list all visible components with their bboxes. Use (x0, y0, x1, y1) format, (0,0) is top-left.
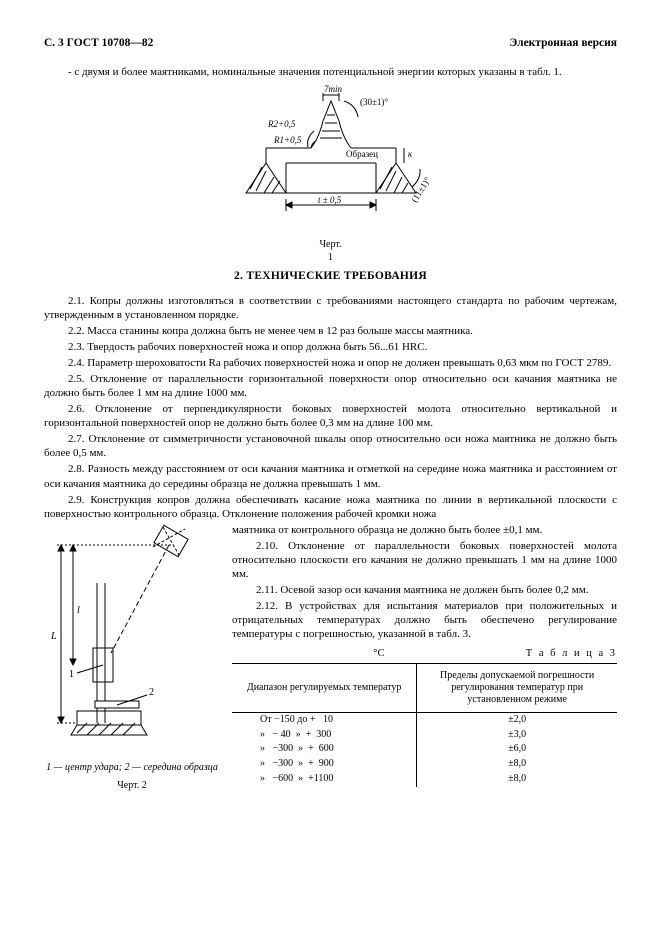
figure-1-svg: 7min (30±1)° R2+0,5 R1+0,5 Образец t ± 0… (216, 83, 446, 233)
para-right-0: маятника от контрольного образца не долж… (232, 523, 617, 537)
t3-r0-range: От −150 до + 10 (232, 712, 417, 727)
table-row: От −150 до + 10 ±2,0 (232, 712, 617, 727)
fig1-label-bottom: t ± 0,5 (318, 195, 342, 205)
svg-text:2: 2 (149, 687, 154, 698)
section-title: 2. ТЕХНИЧЕСКИЕ ТРЕБОВАНИЯ (44, 269, 617, 284)
fig1-caption-2: 1 (44, 252, 617, 263)
table3-title-row: °С Т а б л и ц а 3 (232, 647, 617, 660)
table3-unit: °С (373, 647, 384, 660)
table-row: » − 40 » + 300 ±3,0 (232, 728, 617, 743)
para-2-4: 2.4. Параметр шероховатости Ra рабочих п… (44, 356, 617, 370)
figure-2-column: L l 1 2 1 — центр удара; 2 — середина об… (44, 523, 220, 793)
para-2-2: 2.2. Масса станины копра должна быть не … (44, 324, 617, 338)
para-2-12: 2.12. В устройствах для испытания матери… (232, 599, 617, 641)
fig1-label-rangle: (11±1)° (409, 175, 432, 204)
fig1-caption-1: Черт. (44, 239, 617, 250)
t3-r1-tol: ±3,0 (417, 728, 617, 743)
t3-r2-range: » −300 » + 600 (232, 742, 417, 757)
t3-r1-range: » − 40 » + 300 (232, 728, 417, 743)
fig2-caption: Черт. 2 (44, 780, 220, 793)
table-row: » −300 » + 900 ±8,0 (232, 757, 617, 772)
t3-r3-range: » −300 » + 900 (232, 757, 417, 772)
fig2-label-L: L (50, 631, 57, 642)
fig1-label-top: 7min (324, 84, 343, 94)
right-text-column: маятника от контрольного образца не долж… (232, 523, 617, 793)
para-2-7: 2.7. Отклонение от симметричности устано… (44, 432, 617, 460)
fig2-label-l: l (77, 605, 80, 616)
figure-2-svg: L l 1 2 (47, 523, 217, 753)
para-2-8: 2.8. Разность между расстоянием от оси к… (44, 462, 617, 490)
table-3: Диапазон регулируемых температур Пределы… (232, 663, 617, 787)
t3-r2-tol: ±6,0 (417, 742, 617, 757)
para-2-1: 2.1. Копры должны изготовляться в соотве… (44, 294, 617, 322)
header-left: С. 3 ГОСТ 10708—82 (44, 36, 153, 51)
fig1-label-r1: R1+0,5 (273, 135, 302, 145)
table3-col1: Диапазон регулируемых температур (232, 663, 417, 712)
para-2-5: 2.5. Отклонение от параллельности горизо… (44, 372, 617, 400)
header-right: Электронная версия (509, 36, 617, 51)
fig2-legend: 1 — центр удара; 2 — середина образца (44, 762, 220, 775)
para-2-6: 2.6. Отклонение от перпендикулярности бо… (44, 402, 617, 430)
t3-r3-tol: ±8,0 (417, 757, 617, 772)
table-row: » −600 » +1100 ±8,0 (232, 772, 617, 787)
intro-paragraph: - с двумя и более маятниками, номинальны… (44, 65, 617, 79)
para-2-11: 2.11. Осевой зазор оси качания маятника … (232, 583, 617, 597)
page-header: С. 3 ГОСТ 10708—82 Электронная версия (44, 36, 617, 51)
table-row: » −300 » + 600 ±6,0 (232, 742, 617, 757)
t3-r4-range: » −600 » +1100 (232, 772, 417, 787)
para-2-3: 2.3. Твердость рабочих поверхностей ножа… (44, 340, 617, 354)
fig1-label-k: к (408, 149, 413, 159)
t3-r0-tol: ±2,0 (417, 712, 617, 727)
wrapped-columns: L l 1 2 1 — центр удара; 2 — середина об… (44, 523, 617, 793)
para-2-10: 2.10. Отклонение от параллельности боков… (232, 539, 617, 581)
svg-text:1: 1 (69, 669, 74, 680)
fig1-label-angle: (30±1)° (360, 97, 388, 107)
fig1-label-r2: R2+0,5 (267, 119, 296, 129)
table3-label: Т а б л и ц а 3 (526, 647, 617, 660)
t3-r4-tol: ±8,0 (417, 772, 617, 787)
page: С. 3 ГОСТ 10708—82 Электронная версия - … (0, 0, 661, 936)
table-header-row: Диапазон регулируемых температур Пределы… (232, 663, 617, 712)
table3-col2: Пределы допускаемой погрешности регулиро… (417, 663, 617, 712)
fig1-label-obraz: Образец (346, 149, 378, 159)
figure-1: 7min (30±1)° R2+0,5 R1+0,5 Образец t ± 0… (44, 83, 617, 263)
para-2-9: 2.9. Конструкция копров должна обеспечив… (44, 493, 617, 521)
